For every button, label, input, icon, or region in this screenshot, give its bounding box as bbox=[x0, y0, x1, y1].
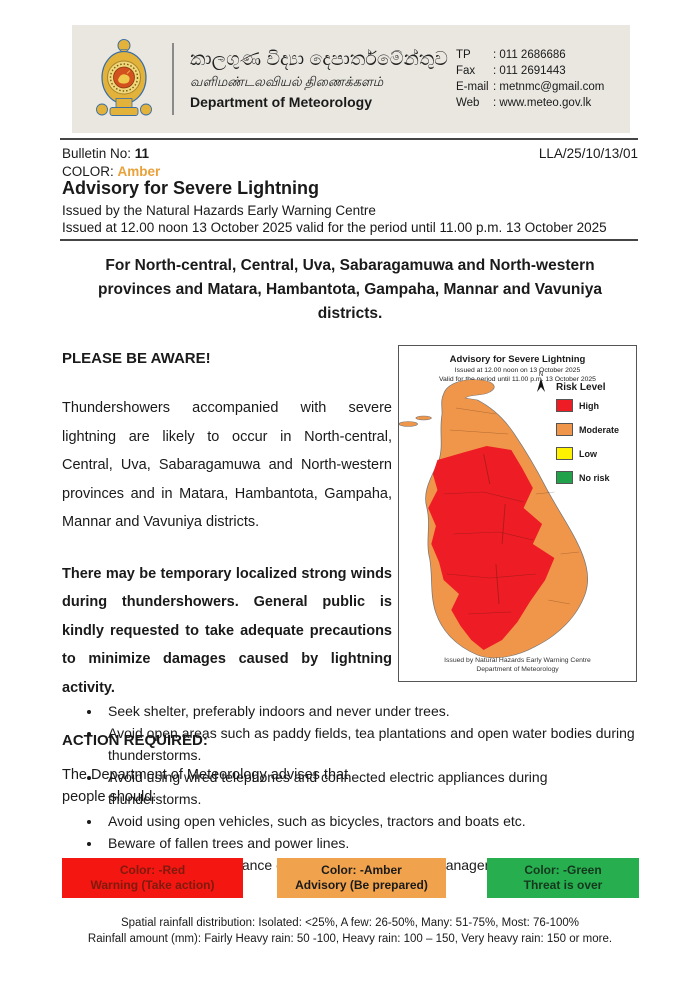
high-swatch bbox=[556, 399, 573, 412]
list-item: Avoid using open vehicles, such as bicyc… bbox=[102, 810, 640, 832]
contact-email: E-mail : metnmc@gmail.com bbox=[456, 81, 605, 93]
dept-title-tamil: வளிமண்டலவியல் திணைக்களம் bbox=[190, 73, 384, 89]
list-item: Seek shelter, preferably indoors and nev… bbox=[102, 700, 640, 722]
dept-title-english: Department of Meteorology bbox=[190, 93, 373, 110]
action-heading: ACTION REQUIRED: bbox=[62, 732, 208, 749]
risk-map-panel: Advisory for Severe Lightning Issued at … bbox=[398, 345, 637, 682]
aware-heading: PLEASE BE AWARE! bbox=[62, 350, 211, 367]
letterhead: කාලගුණ විද්‍යා දෙපාර්තමේන්තුව வளிமண்டலவி… bbox=[72, 25, 630, 133]
legend-item-low: Low bbox=[556, 447, 619, 460]
action-list: Seek shelter, preferably indoors and nev… bbox=[62, 700, 640, 876]
legend-item-moderate: Moderate bbox=[556, 423, 619, 436]
issued-by-line: Issued by the Natural Hazards Early Warn… bbox=[62, 203, 376, 218]
legend-title: Risk Level bbox=[556, 382, 606, 393]
dept-title-sinhala: කාලගුණ විද්‍යා දෙපාර්තමේන්තුව bbox=[190, 48, 448, 70]
rule-top bbox=[60, 138, 638, 140]
map-title: Advisory for Severe Lightning bbox=[449, 354, 586, 365]
bulletin-color: COLOR: Amber bbox=[62, 164, 161, 179]
contact-phone: TP : 011 2686686 bbox=[456, 49, 566, 61]
moderate-swatch bbox=[556, 423, 573, 436]
map-subtitle-2: Valid for the period until 11.00 p.m. 13… bbox=[439, 376, 596, 383]
contact-info: TP : 011 2686686 Fax : 011 2691443 E-mai… bbox=[456, 47, 604, 111]
map-subtitle-1: Issued at 12.00 noon on 13 October 2025 bbox=[454, 367, 581, 374]
north-indicator: N bbox=[535, 372, 547, 397]
header-divider bbox=[172, 43, 174, 115]
contact-fax: Fax : 011 2691443 bbox=[456, 65, 566, 77]
list-item: Avoid using wired telephones and connect… bbox=[102, 766, 640, 810]
validity-line: Issued at 12.00 noon 13 October 2025 val… bbox=[62, 220, 607, 235]
district-borders bbox=[443, 407, 580, 615]
spatial-distribution-note: Spatial rainfall distribution: Isolated:… bbox=[120, 917, 580, 929]
norisk-swatch bbox=[556, 471, 573, 484]
status-box-amber: Color: -Amber Advisory (Be prepared) bbox=[277, 858, 446, 898]
list-item: Beware of fallen trees and power lines. bbox=[102, 832, 640, 854]
reference-code: LLA/25/10/13/01 bbox=[538, 146, 638, 161]
action-intro: The Department of Meteorology advises th… bbox=[62, 767, 349, 805]
north-arrow-icon bbox=[537, 378, 545, 392]
rule-mid bbox=[60, 239, 638, 241]
list-item: Avoid open areas such as paddy fields, t… bbox=[102, 722, 640, 766]
legend-item-high: High bbox=[556, 399, 619, 412]
status-box-red: Color: -Red Warning (Take action) bbox=[62, 858, 243, 898]
low-swatch bbox=[556, 447, 573, 460]
map-caption: Issued by Natural Hazards Early Warning … bbox=[444, 657, 591, 673]
aware-paragraph-1: Thundershowers accompanied with severe l… bbox=[62, 400, 392, 530]
sri-lanka-risk-map bbox=[399, 379, 588, 658]
aware-paragraph-2: There may be temporary localized strong … bbox=[62, 565, 392, 696]
status-box-green: Color: -Green Threat is over bbox=[487, 858, 639, 898]
page-title: Advisory for Severe Lightning bbox=[62, 178, 320, 198]
risk-legend: Risk Level High Moderate Low No risk bbox=[556, 382, 619, 495]
legend-item-norisk: No risk bbox=[556, 471, 619, 484]
bulletin-number: Bulletin No: 11 bbox=[62, 146, 150, 161]
rainfall-notes: Spatial rainfall distribution: Isolated:… bbox=[0, 915, 700, 947]
contact-web: Web : www.meteo.gov.lk bbox=[456, 97, 592, 109]
region-statement: For North-central, Central, Uva, Sabarag… bbox=[98, 257, 602, 322]
sri-lanka-emblem-logo bbox=[96, 39, 152, 116]
rainfall-amount-note: Rainfall amount (mm): Fairly Heavy rain:… bbox=[87, 933, 613, 945]
